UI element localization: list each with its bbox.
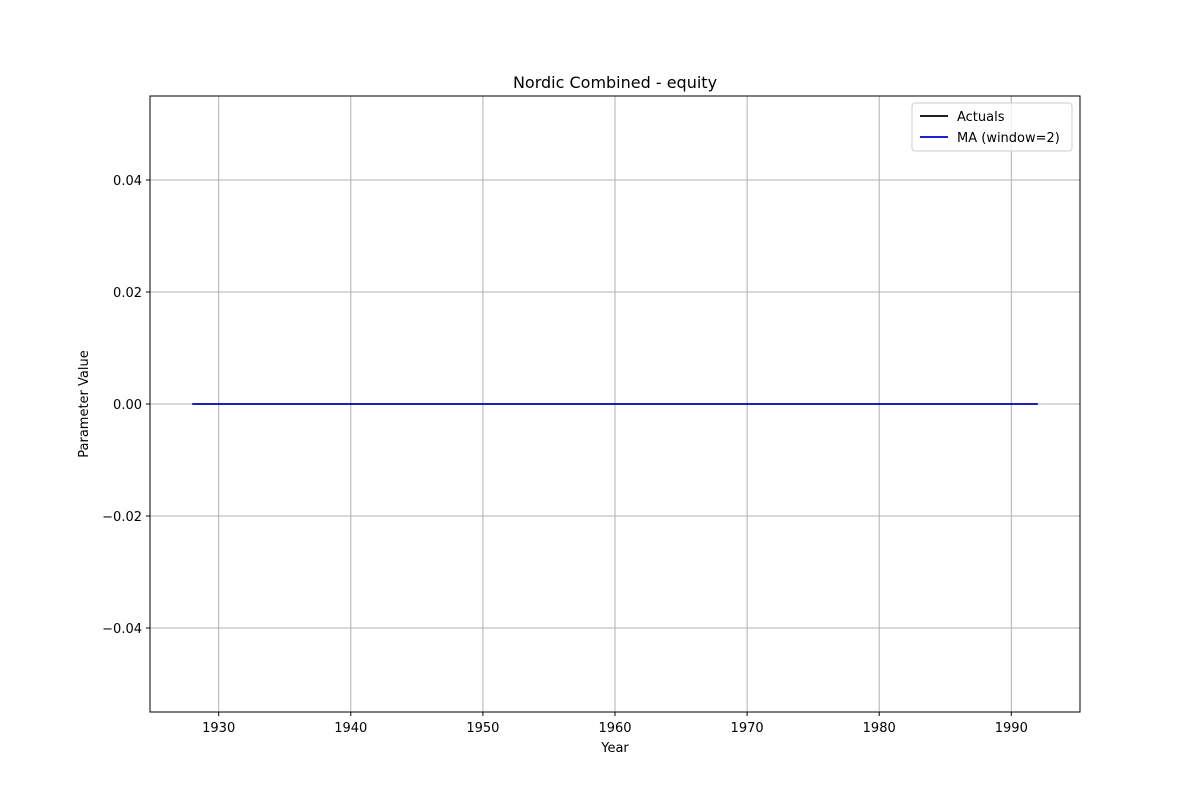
y-tick-label: 0.02 [113,286,142,301]
legend-box [911,102,1073,152]
x-tick-label: 1940 [334,721,367,736]
x-tick-label: 1970 [731,721,764,736]
x-tick-label: 1960 [598,721,631,736]
y-axis-label: Parameter Value [77,350,92,457]
y-tick-label: 0.04 [113,174,142,189]
y-tick-label: 0.00 [113,398,142,413]
x-tick-label: 1990 [995,721,1028,736]
x-axis-label: Year [600,741,629,756]
x-tick-label: 1950 [466,721,499,736]
legend-entry: MA (window=2) [957,131,1060,146]
x-tick-label: 1930 [202,721,235,736]
x-tick-label: 1980 [863,721,896,736]
axis-ticks: 1930 1940 1950 1960 1970 1980 1990 −0.04 −0.02 0.… [102,174,1028,736]
y-tick-label: −0.04 [102,622,142,637]
legend: Actuals MA (window=2) [911,102,1073,152]
chart-title: Nordic Combined - equity [513,73,717,92]
y-tick-label: −0.02 [102,510,142,525]
legend-entry: Actuals [957,110,1005,125]
